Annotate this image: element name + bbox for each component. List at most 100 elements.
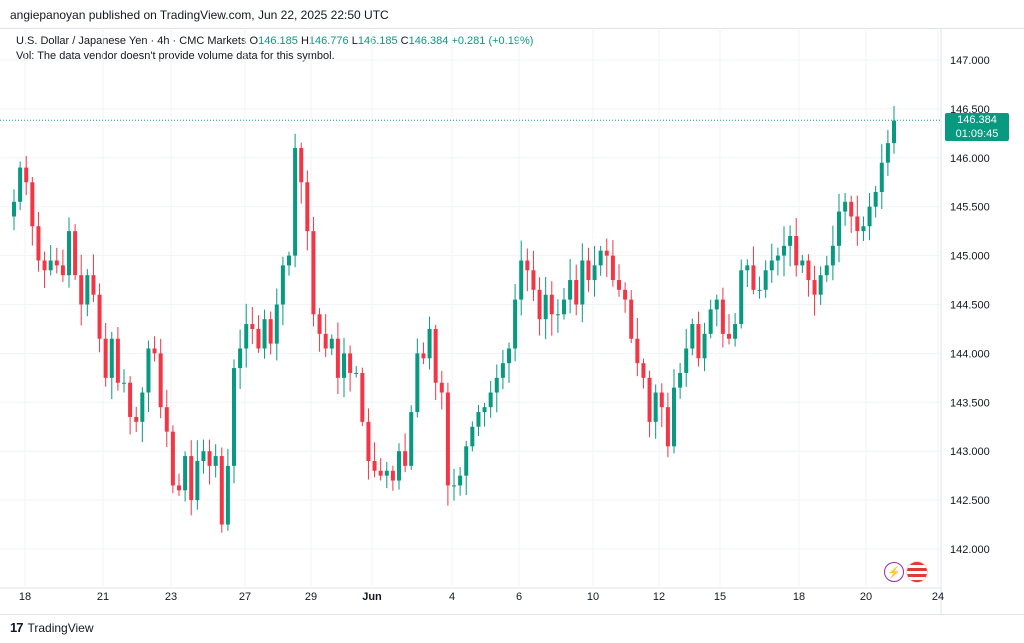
- symbol-name[interactable]: U.S. Dollar / Japanese Yen · 4h · CMC Ma…: [16, 35, 247, 47]
- candle-body: [580, 260, 585, 305]
- candle-body: [433, 328, 438, 383]
- candle-body: [421, 353, 426, 359]
- price-chart[interactable]: 147.000 146.500 146.000 145.500 145.000 144.5…: [0, 28, 1024, 614]
- candle-body: [592, 265, 597, 281]
- candle-body: [329, 338, 334, 349]
- candle-body: [299, 148, 304, 183]
- candle-body: [439, 382, 444, 393]
- candle-body: [494, 377, 499, 393]
- tradingview-brand[interactable]: 17 TradingView: [10, 620, 94, 635]
- volume-note: Vol: The data vendor doesn't provide vol…: [16, 50, 335, 62]
- close-value: 146.384: [408, 35, 449, 47]
- us-flag-icon[interactable]: [906, 561, 928, 583]
- candle-body: [629, 299, 634, 339]
- candle-body: [769, 260, 774, 271]
- x-tick-label: 4: [449, 591, 455, 603]
- y-tick-label: 146.500: [950, 104, 990, 116]
- candle-body: [470, 426, 475, 447]
- candle-body: [549, 294, 554, 315]
- open-label: O: [249, 35, 259, 47]
- x-tick-label: 20: [860, 591, 872, 603]
- symbol-legend: U.S. Dollar / Japanese Yen · 4h · CMC Ma…: [16, 34, 533, 49]
- candle-body: [507, 348, 511, 364]
- close-label: C: [400, 35, 409, 47]
- candle-body: [849, 201, 854, 217]
- x-tick-label: 23: [165, 591, 177, 603]
- candle-body: [274, 304, 279, 344]
- candle-body: [800, 260, 805, 266]
- candle-body: [775, 255, 780, 261]
- candle-body: [189, 456, 194, 501]
- candle-body: [562, 299, 566, 315]
- lightning-icon[interactable]: ⚡: [884, 562, 904, 582]
- candle-body: [745, 265, 750, 271]
- candle-body: [177, 485, 181, 491]
- candle-body: [146, 348, 151, 393]
- candle-body: [390, 470, 395, 481]
- candle-body: [623, 289, 628, 300]
- candle-body: [244, 324, 249, 349]
- y-tick-label: 144.500: [950, 300, 990, 312]
- x-tick-label: 15: [714, 591, 726, 603]
- candle-body: [659, 392, 664, 408]
- candle-body: [54, 260, 59, 266]
- candle-body: [342, 353, 346, 378]
- candle-body: [91, 275, 96, 295]
- candle-body: [238, 348, 243, 369]
- candle-body: [103, 338, 108, 378]
- x-tick-label: 27: [239, 591, 251, 603]
- candle-body: [555, 314, 560, 316]
- countdown-timer: 01:09:45: [955, 128, 999, 140]
- candle-body: [714, 299, 719, 310]
- candle-body: [488, 392, 493, 408]
- x-tick-label: 10: [587, 591, 599, 603]
- candle-body: [79, 275, 84, 305]
- candle-body: [843, 201, 848, 212]
- candle-body: [653, 392, 658, 422]
- candle-body: [598, 250, 603, 266]
- candle-body: [164, 407, 169, 432]
- candle-body: [641, 363, 646, 378]
- candle-body: [702, 333, 707, 359]
- x-tick-label: 29: [305, 591, 317, 603]
- last-price-value: 146.384: [957, 114, 997, 126]
- x-tick-label: 6: [516, 591, 522, 603]
- candle-body: [140, 392, 145, 422]
- candle-body: [635, 338, 640, 364]
- candle-body: [537, 289, 542, 320]
- candle-body: [85, 275, 90, 305]
- candle-body: [892, 120, 896, 144]
- candle-body: [280, 265, 285, 305]
- candle-body: [763, 270, 768, 290]
- candle-body: [170, 431, 175, 486]
- candle-body: [672, 387, 676, 447]
- candle-body: [452, 485, 456, 487]
- candle-body: [513, 299, 518, 349]
- footer: [0, 614, 1024, 643]
- candle-body: [323, 333, 328, 349]
- candle-body: [415, 353, 420, 413]
- candle-body: [684, 348, 689, 373]
- candle-body: [861, 226, 866, 232]
- y-tick-label: 142.500: [950, 495, 990, 507]
- publisher-info: angiepanoyan published on TradingView.co…: [10, 8, 389, 22]
- candle-body: [213, 456, 218, 466]
- candle-body: [782, 245, 786, 256]
- y-tick-label: 144.000: [950, 348, 990, 360]
- candle-body: [225, 465, 230, 525]
- candle-body: [885, 143, 890, 163]
- high-label: H: [300, 35, 309, 47]
- candle-body: [824, 265, 829, 276]
- candle-body: [696, 324, 701, 359]
- x-tick-label: 21: [97, 591, 109, 603]
- candle-body: [739, 270, 744, 325]
- candle-body: [348, 353, 353, 373]
- price-change: +0.281 (+0.19%): [451, 35, 534, 47]
- candle-body: [818, 275, 823, 295]
- candle-body: [500, 363, 505, 378]
- candle-body: [30, 182, 35, 227]
- candle-body: [837, 211, 841, 246]
- candle-body: [232, 368, 236, 466]
- x-tick-label: Jun: [362, 591, 382, 603]
- candle-body: [604, 250, 609, 256]
